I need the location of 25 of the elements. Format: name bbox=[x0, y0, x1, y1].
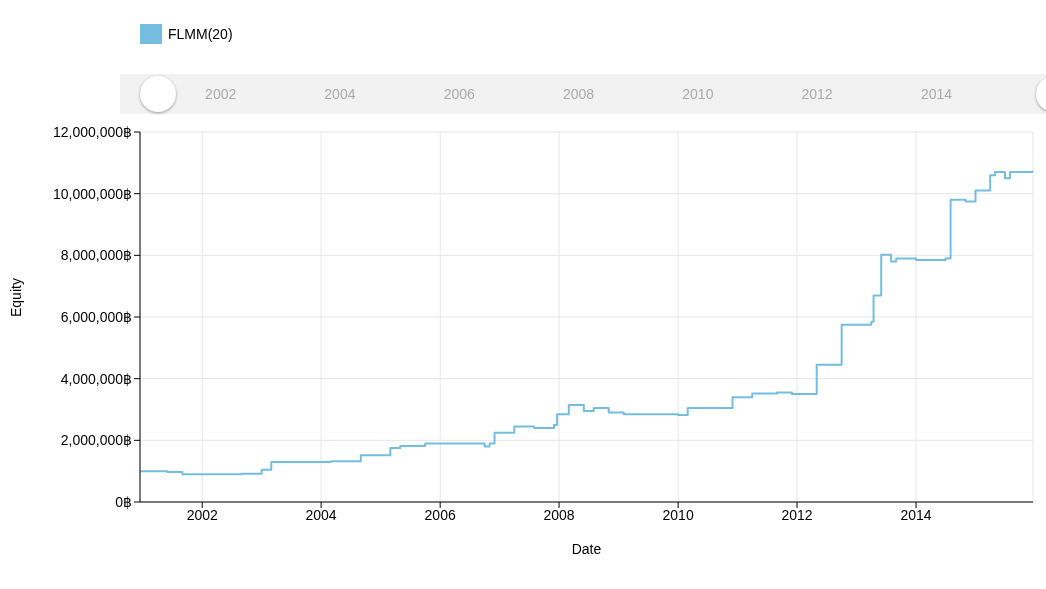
x2-tick-label: 2006 bbox=[443, 86, 475, 102]
x-tick-label: 2006 bbox=[424, 506, 456, 523]
x-tick-label: 2004 bbox=[305, 506, 337, 523]
x-tick-label: 2010 bbox=[662, 506, 694, 523]
x2-tick-label: 2014 bbox=[920, 86, 953, 102]
y-tick-label: 2,000,000฿ bbox=[60, 432, 132, 449]
y-tick-label: 0฿ bbox=[115, 493, 132, 510]
x2-tick-label: 2008 bbox=[562, 86, 595, 102]
y-tick-label: 6,000,000฿ bbox=[60, 308, 132, 325]
legend-label: FLMM(20) bbox=[168, 26, 233, 42]
x2-tick-label: 2002 bbox=[205, 86, 237, 102]
x-tick-label: 2012 bbox=[781, 506, 813, 523]
scrollbar: 2002 2004 2006 2008 2010 2012 2014 bbox=[140, 74, 1033, 114]
y-tick-label: 4,000,000฿ bbox=[60, 370, 132, 387]
x2-tick-label: 2004 bbox=[324, 86, 356, 102]
x-axis-title: Date bbox=[571, 541, 602, 557]
y-axis-title: Equity bbox=[7, 278, 24, 317]
y-tick-label: 10,000,000฿ bbox=[52, 185, 132, 202]
x-tick-label: 2008 bbox=[543, 506, 575, 523]
x2-tick-label: 2012 bbox=[801, 86, 833, 102]
y-tick-label: 8,000,000฿ bbox=[60, 247, 132, 264]
y-tick-label: 12,000,000฿ bbox=[52, 123, 132, 140]
x2-tick-label: 2010 bbox=[682, 86, 714, 102]
x-tick-label: 2014 bbox=[900, 506, 932, 523]
x-tick-label: 2002 bbox=[186, 506, 218, 523]
